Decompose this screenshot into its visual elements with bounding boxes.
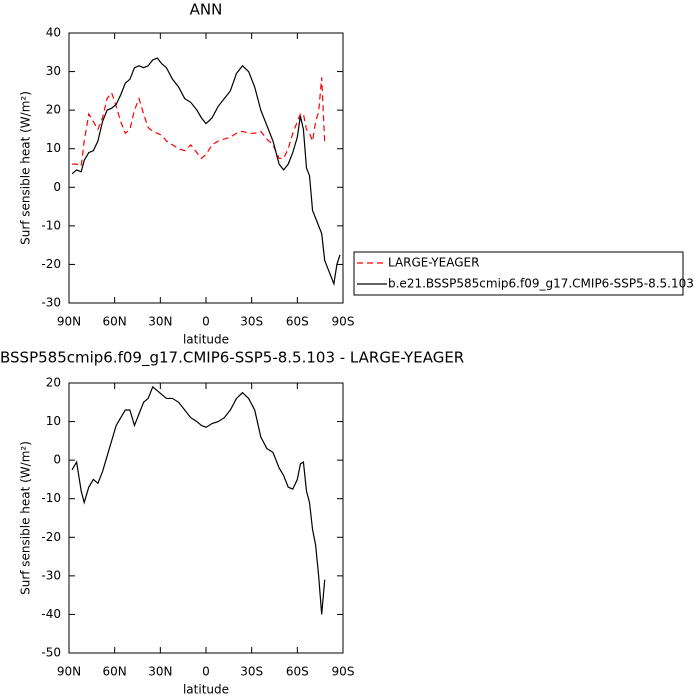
x-tick-label: 30N	[148, 665, 172, 679]
x-tick-label: 90N	[57, 315, 81, 329]
data-line	[71, 385, 326, 615]
y-tick-label: -20	[41, 257, 61, 271]
x-axis-label: latitude	[183, 333, 229, 347]
data-line	[72, 77, 326, 167]
y-tick-label: 0	[53, 180, 61, 194]
y-tick-label: -50	[41, 646, 61, 660]
y-tick-label: -30	[41, 568, 61, 582]
x-tick-label: 90S	[332, 315, 355, 329]
x-tick-label: 60N	[103, 315, 127, 329]
data-line	[71, 57, 341, 286]
legend-label: LARGE-YEAGER	[388, 256, 479, 270]
x-tick-label: 60S	[286, 665, 309, 679]
x-tick-label: 90S	[332, 665, 355, 679]
x-tick-label: 30S	[240, 315, 263, 329]
y-tick-label: -40	[41, 607, 61, 621]
y-tick-label: -10	[41, 218, 61, 232]
legend-box	[353, 251, 684, 296]
y-tick-label: -20	[41, 530, 61, 544]
y-tick-label: 40	[46, 26, 61, 40]
y-tick-label: 20	[46, 376, 61, 390]
y-tick-label: 10	[46, 414, 61, 428]
x-tick-label: 60N	[103, 665, 127, 679]
y-tick-label: -30	[41, 296, 61, 310]
y-tick-label: 30	[46, 64, 61, 78]
x-axis-label: latitude	[183, 683, 229, 697]
y-tick-label: 20	[46, 103, 61, 117]
x-tick-label: 0	[202, 315, 210, 329]
y-axis-label: Surf sensible heat (W/m²)	[19, 441, 33, 595]
y-tick-label: 10	[46, 141, 61, 155]
plot-frame	[68, 382, 344, 654]
chart-title: BSSP585cmip6.f09_g17.CMIP6-SSP5-8.5.103 …	[0, 349, 464, 368]
x-tick-label: 30S	[240, 665, 263, 679]
y-tick-label: -10	[41, 491, 61, 505]
x-tick-label: 30N	[148, 315, 172, 329]
y-axis-label: Surf sensible heat (W/m²)	[19, 91, 33, 245]
x-tick-label: 0	[202, 665, 210, 679]
legend-label: b.e21.BSSP585cmip6.f09_g17.CMIP6-SSP5-8.…	[388, 277, 694, 291]
y-tick-label: 0	[53, 453, 61, 467]
chart-title: ANN	[190, 1, 223, 19]
x-tick-label: 90N	[57, 665, 81, 679]
x-tick-label: 60S	[286, 315, 309, 329]
plot-frame	[68, 32, 344, 304]
